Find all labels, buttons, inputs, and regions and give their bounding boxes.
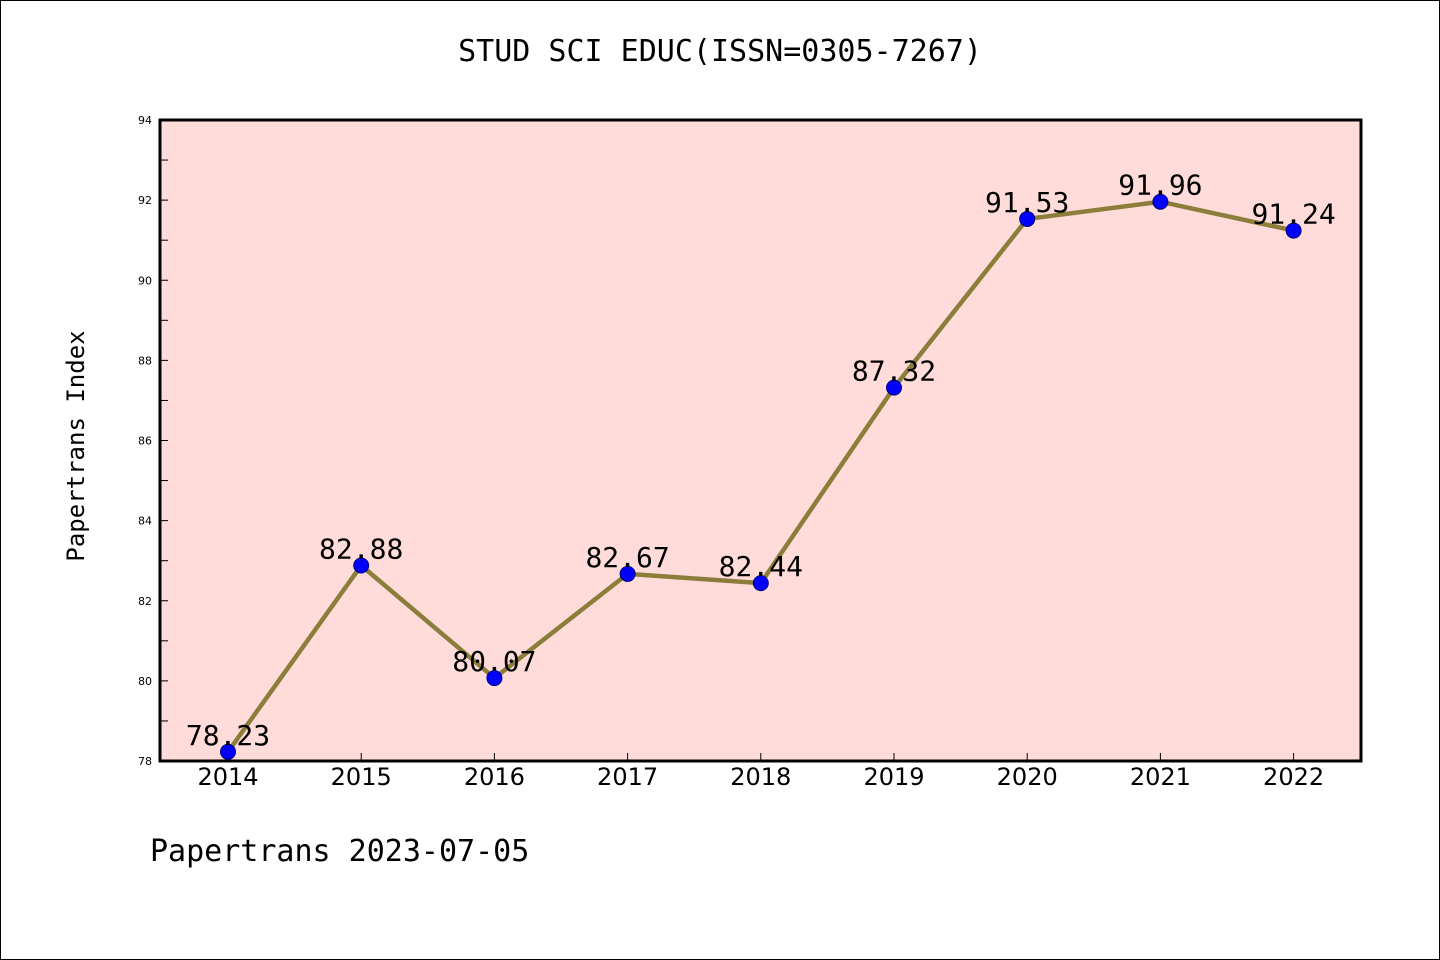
chart-title: STUD SCI EDUC(ISSN=0305-7267) bbox=[458, 34, 982, 69]
data-point bbox=[1019, 210, 1036, 227]
data-label: 78.23 bbox=[186, 719, 270, 752]
data-label: 82.67 bbox=[585, 541, 669, 574]
data-point bbox=[486, 670, 503, 687]
data-label: 87.32 bbox=[852, 355, 936, 388]
data-label: 91.24 bbox=[1251, 198, 1335, 231]
data-label: 80.07 bbox=[452, 645, 536, 678]
data-label: 91.96 bbox=[1118, 169, 1202, 202]
x-tick-label: 2014 bbox=[197, 763, 258, 791]
data-label: 82.44 bbox=[719, 550, 803, 583]
y-tick-label: 88 bbox=[138, 354, 152, 367]
data-point bbox=[1285, 222, 1302, 239]
data-point bbox=[619, 565, 636, 582]
x-tick-label: 2019 bbox=[863, 763, 924, 791]
y-tick-label: 92 bbox=[138, 194, 152, 207]
data-label: 91.53 bbox=[985, 186, 1069, 219]
y-tick-label: 84 bbox=[138, 515, 152, 528]
plot-area bbox=[160, 120, 1361, 761]
y-tick-label: 82 bbox=[138, 595, 152, 608]
data-point bbox=[1152, 193, 1169, 210]
data-point bbox=[353, 557, 370, 574]
x-tick-label: 2016 bbox=[464, 763, 525, 791]
x-tick-label: 2015 bbox=[331, 763, 392, 791]
data-label: 82.88 bbox=[319, 532, 403, 565]
data-point bbox=[752, 575, 769, 592]
footer-credit: Papertrans 2023-07-05 bbox=[150, 834, 530, 869]
x-tick-label: 2021 bbox=[1130, 763, 1191, 791]
data-point bbox=[220, 743, 236, 760]
y-tick-label: 78 bbox=[138, 755, 152, 768]
y-tick-label: 90 bbox=[138, 274, 152, 287]
y-tick-label: 86 bbox=[138, 435, 152, 448]
plot-border bbox=[158, 118, 1363, 763]
x-tick-label: 2022 bbox=[1263, 763, 1324, 791]
x-tick-label: 2017 bbox=[597, 763, 658, 791]
y-tick-label: 94 bbox=[138, 114, 152, 127]
x-tick-label: 2020 bbox=[997, 763, 1058, 791]
data-point bbox=[886, 379, 902, 396]
x-tick-label: 2018 bbox=[730, 763, 791, 791]
y-tick-label: 80 bbox=[138, 675, 152, 688]
